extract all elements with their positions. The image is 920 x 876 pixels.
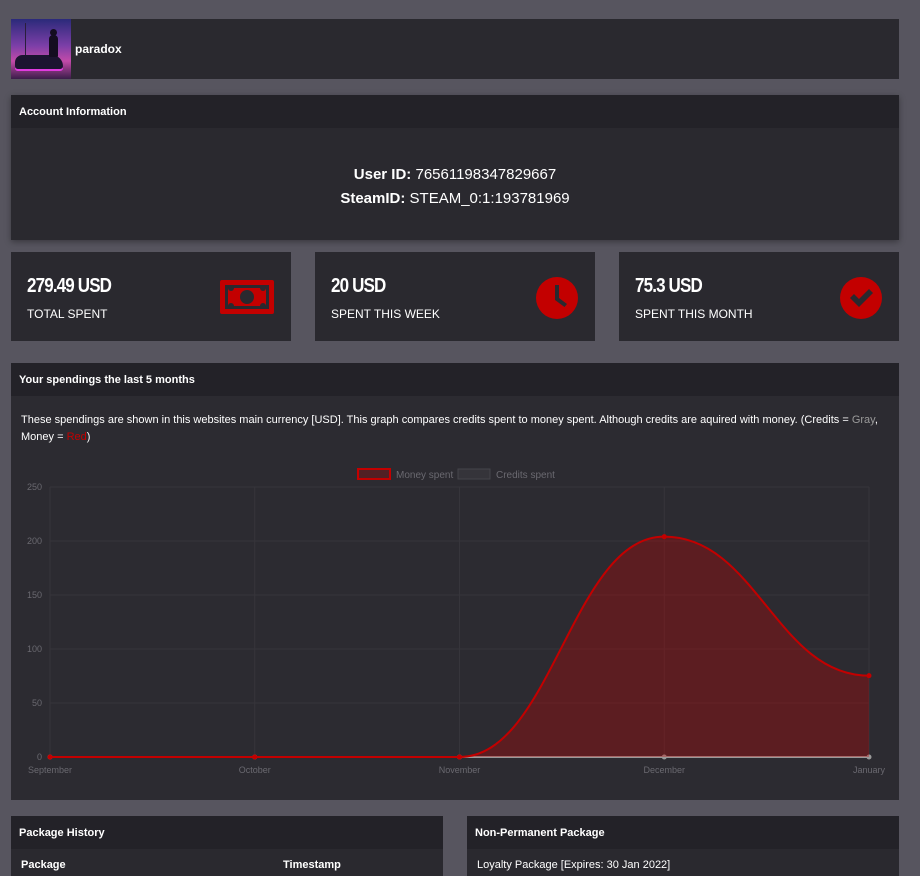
x-tick-label: September: [28, 765, 72, 775]
credits-point: [866, 754, 872, 760]
x-tick-label: November: [439, 765, 481, 775]
credits-point: [661, 754, 667, 760]
non-permanent-package-panel: Non-Permanent Package Loyalty Package [E…: [467, 816, 899, 876]
package-history-panel: Package History Package Timestamp: [11, 816, 443, 876]
spendings-description: These spendings are shown in this websit…: [21, 412, 891, 446]
avatar-figure-head: [50, 29, 57, 36]
package-history-header-row: Package Timestamp: [11, 849, 443, 871]
stat-label: SPENT THIS MONTH: [635, 307, 753, 321]
y-tick-label: 100: [27, 644, 42, 654]
legend-label-credits: Credits spent: [496, 470, 555, 481]
x-tick-label: January: [853, 765, 886, 775]
account-info-panel: Account Information User ID: 76561198347…: [11, 95, 899, 240]
package-history-title: Package History: [11, 816, 443, 849]
account-info-title: Account Information: [11, 95, 899, 128]
desc-text: These spendings are shown in this websit…: [21, 414, 852, 426]
avatar-car: [15, 55, 63, 69]
y-tick-label: 50: [32, 698, 42, 708]
y-tick-label: 200: [27, 536, 42, 546]
col-package: Package: [21, 859, 66, 871]
money-point: [47, 754, 53, 760]
money-series-area: [50, 536, 869, 757]
username: paradox: [75, 42, 122, 56]
user-id-value: 76561198347829667: [415, 166, 557, 183]
check-circle-icon: [840, 277, 882, 319]
col-timestamp: Timestamp: [283, 859, 341, 871]
avatar-pole: [25, 23, 26, 55]
non-permanent-item: Loyalty Package [Expires: 30 Jan 2022]: [477, 859, 671, 871]
spendings-chart: 0 50 100 150 200 250 September October November D…: [27, 468, 886, 775]
x-tick-label: December: [643, 765, 685, 775]
stat-card-week: 20 USD SPENT THIS WEEK: [315, 252, 595, 341]
clock-icon: [536, 277, 578, 319]
user-id-row: User ID: 76561198347829667: [11, 163, 899, 187]
y-tick-label: 250: [27, 482, 42, 492]
y-tick-label: 0: [37, 752, 42, 762]
legend-swatch-credits: [457, 468, 491, 480]
money-point: [866, 673, 872, 679]
desc-gray: Gray: [851, 414, 875, 426]
stat-label: TOTAL SPENT: [27, 307, 108, 321]
money-point: [661, 534, 667, 540]
money-point: [457, 754, 462, 760]
money-series-line: [50, 535, 870, 758]
steam-id-row: SteamID: STEAM_0:1:193781969: [11, 187, 899, 211]
avatar[interactable]: [11, 19, 71, 79]
money-bill-icon: [220, 280, 274, 314]
stat-value: 75.3 USD: [635, 275, 703, 297]
avatar-figure: [49, 35, 58, 57]
stat-value: 20 USD: [331, 275, 386, 297]
spendings-title: Your spendings the last 5 months: [11, 363, 899, 396]
account-info-body: User ID: 76561198347829667 SteamID: STEA…: [11, 128, 899, 211]
desc-text-end: ): [86, 431, 91, 443]
profile-bar: paradox: [11, 19, 899, 79]
stat-card-month: 75.3 USD SPENT THIS MONTH: [619, 252, 899, 341]
legend-label-money: Money spent: [396, 470, 453, 481]
x-tick-label: October: [239, 765, 271, 775]
legend-swatch-money: [357, 468, 391, 480]
steam-id-label: SteamID:: [340, 190, 406, 207]
non-permanent-title: Non-Permanent Package: [467, 816, 899, 849]
spendings-panel: Your spendings the last 5 months These s…: [11, 363, 899, 800]
user-id-label: User ID:: [353, 166, 412, 183]
y-tick-label: 150: [27, 590, 42, 600]
stat-label: SPENT THIS WEEK: [331, 307, 440, 321]
stat-value: 279.49 USD: [27, 275, 112, 297]
money-point: [252, 754, 258, 760]
stat-card-total-spent: 279.49 USD TOTAL SPENT: [11, 252, 291, 341]
steam-id-value: STEAM_0:1:193781969: [409, 190, 570, 207]
desc-red: Red: [66, 431, 87, 443]
desc-text-mid: , Money =: [21, 414, 878, 443]
